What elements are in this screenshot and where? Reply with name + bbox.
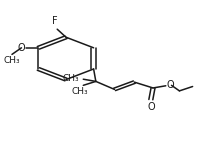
Text: CH₃: CH₃ xyxy=(71,86,88,95)
Text: O: O xyxy=(18,43,25,53)
Text: CH₃: CH₃ xyxy=(62,74,79,83)
Text: O: O xyxy=(167,80,174,90)
Text: F: F xyxy=(52,16,58,26)
Text: CH₃: CH₃ xyxy=(3,56,20,65)
Text: O: O xyxy=(147,102,155,112)
